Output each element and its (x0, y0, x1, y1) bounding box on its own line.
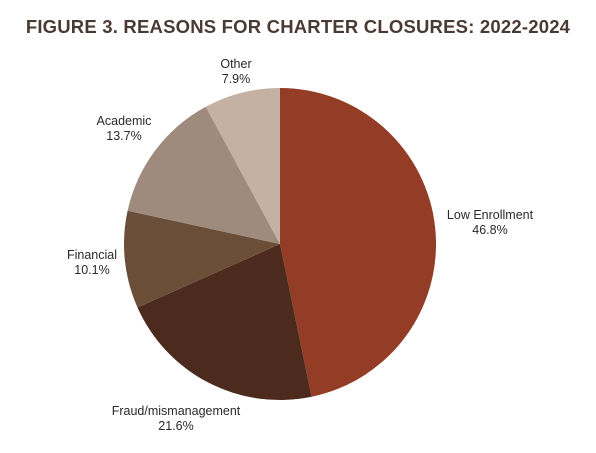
slice-value-label: 10.1% (74, 263, 109, 277)
pie-slice-other (205, 88, 280, 244)
slice-label: Financial (67, 248, 117, 262)
pie-slice-fraud-mismanagement (137, 244, 312, 401)
chart-title: FIGURE 3. REASONS FOR CHARTER CLOSURES: … (25, 16, 571, 37)
slice-label: Fraud/mismanagement (112, 404, 241, 418)
pie-slice-low-enrollment (280, 87, 437, 397)
slice-value-label: 46.8% (472, 223, 507, 237)
pie-slice-financial (123, 210, 281, 308)
pie-slice-academic (127, 106, 280, 244)
slice-value-label: 7.9% (222, 72, 251, 86)
slice-label: Other (220, 57, 251, 71)
slice-value-label: 13.7% (106, 129, 141, 143)
slice-label: Academic (97, 114, 152, 128)
slice-label: Low Enrollment (447, 208, 534, 222)
slice-value-label: 21.6% (158, 419, 193, 433)
